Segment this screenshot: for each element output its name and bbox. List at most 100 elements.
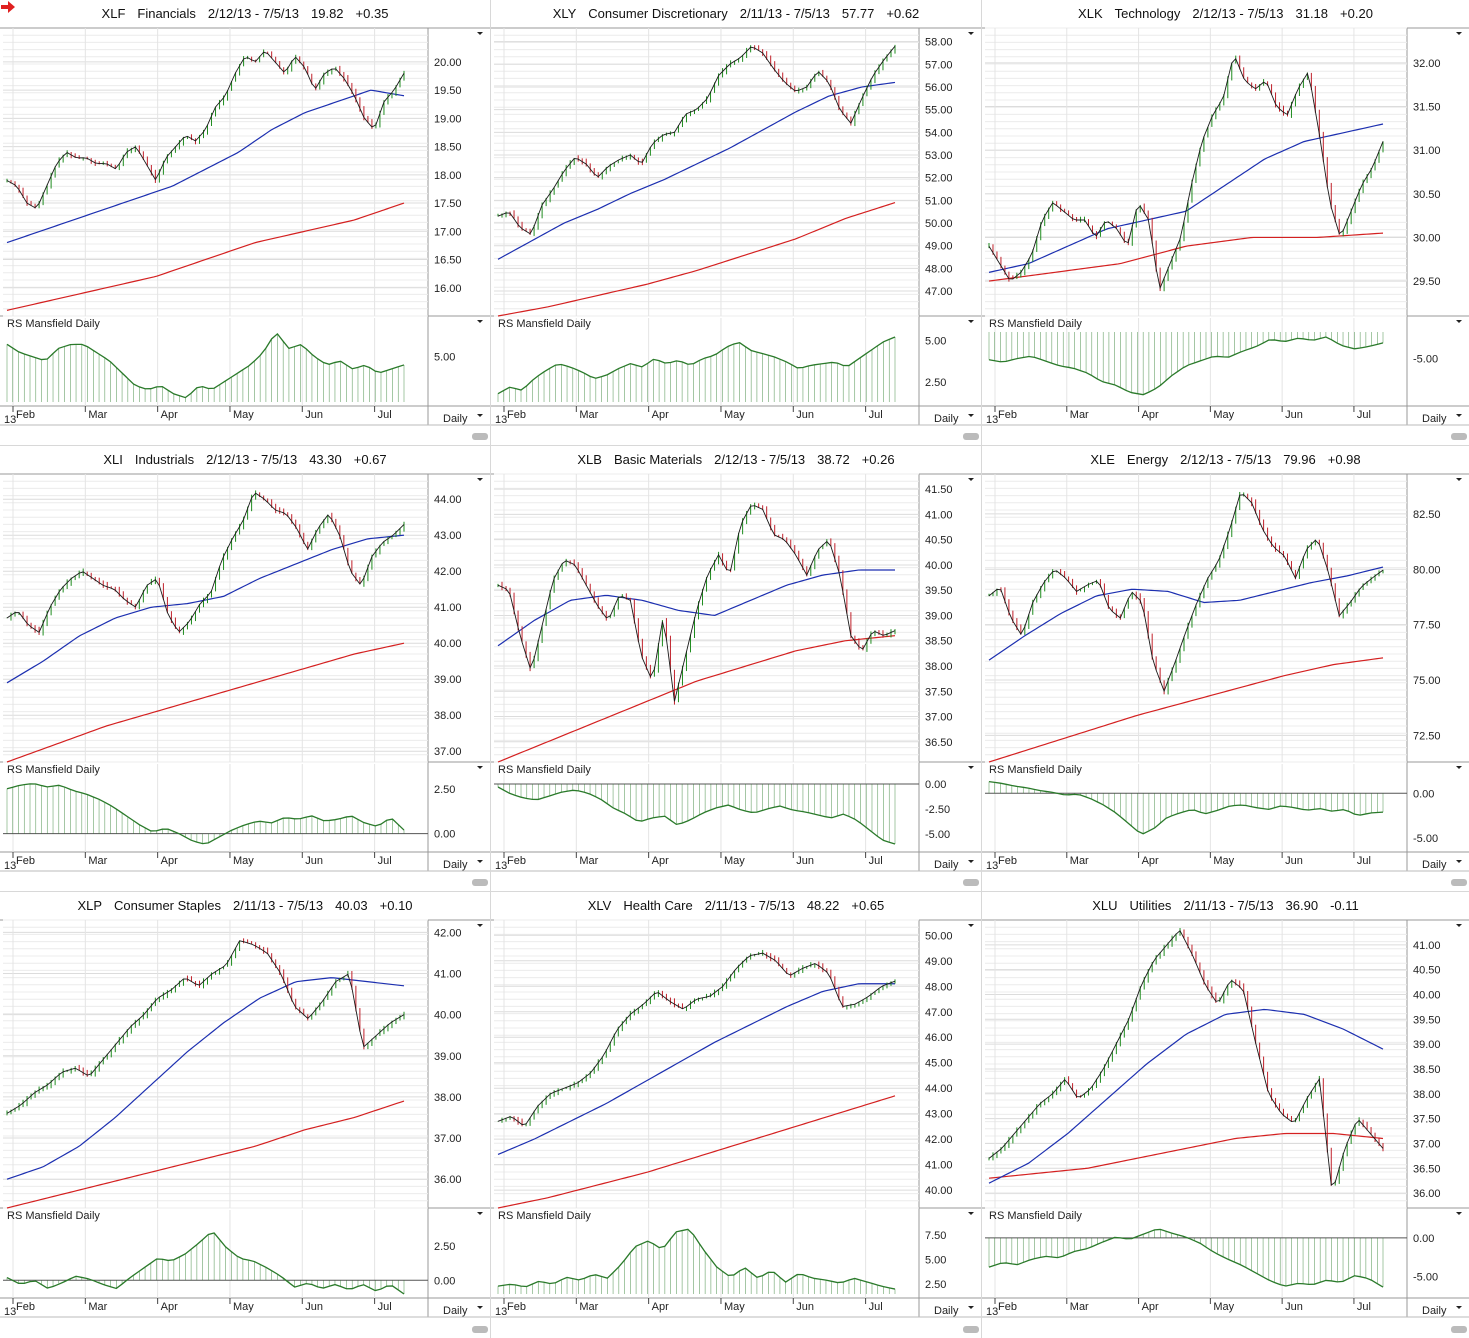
dropdown-arrow-icon[interactable] (477, 478, 483, 481)
scroll-handle[interactable] (1451, 879, 1467, 886)
scroll-handle[interactable] (1451, 433, 1467, 440)
chart-panel-xly[interactable]: XLY Consumer Discretionary 2/11/13 - 7/5/1… (491, 0, 981, 445)
dropdown-arrow-icon[interactable] (968, 766, 974, 769)
dropdown-arrow-icon[interactable] (1456, 766, 1462, 769)
ticker-symbol: XLE (1090, 452, 1115, 467)
price-tick-label: 40.00 (925, 560, 953, 572)
dropdown-arrow-icon[interactable] (968, 32, 974, 35)
dropdown-arrow-icon[interactable] (1456, 860, 1462, 863)
price-tick-label: 31.50 (1413, 102, 1441, 114)
rs-tick-label: 0.00 (1413, 788, 1434, 800)
month-tick-label: May (724, 409, 745, 421)
chart-panel-xlb[interactable]: XLB Basic Materials 2/12/13 - 7/5/13 38.72 +… (491, 446, 981, 891)
dropdown-arrow-icon[interactable] (477, 860, 483, 863)
price-tick-label: 37.00 (434, 1133, 462, 1145)
dropdown-arrow-icon[interactable] (477, 1212, 483, 1215)
chart-canvas: 58.00 57.00 56.00 55.00 54.00 53.00 52.00 51.00… (491, 27, 981, 440)
price-tick-label: 17.50 (434, 198, 462, 210)
month-tick-label: Jul (1357, 409, 1371, 421)
dropdown-arrow-icon[interactable] (1456, 478, 1462, 481)
chart-panel-xle[interactable]: XLE Energy 2/12/13 - 7/5/13 79.96 +0.98 82.50… (982, 446, 1469, 891)
price-tick-label: 41.00 (925, 509, 953, 521)
slow-moving-average-line (6, 1100, 405, 1209)
last-price: 43.30 (309, 452, 342, 467)
scroll-handle[interactable] (963, 433, 979, 440)
month-tick-label: Jul (869, 855, 883, 867)
price-tick-label: 37.50 (925, 686, 953, 698)
dropdown-arrow-icon[interactable] (968, 320, 974, 323)
dropdown-arrow-icon[interactable] (1456, 320, 1462, 323)
dropdown-arrow-icon[interactable] (1456, 1306, 1462, 1309)
chart-panel-xlu[interactable]: XLU Utilities 2/11/13 - 7/5/13 36.90 -0.11 41… (982, 892, 1469, 1338)
last-price: 40.03 (335, 898, 368, 913)
price-tick-label: 44.00 (925, 1083, 953, 1095)
period-label: Daily (934, 413, 959, 425)
year-label: 13 (4, 1306, 16, 1318)
price-line (497, 505, 896, 702)
dropdown-arrow-icon[interactable] (477, 414, 483, 417)
price-tick-label: 39.50 (1413, 1014, 1441, 1026)
rs-tick-label: 0.00 (925, 779, 946, 791)
dropdown-arrow-icon[interactable] (968, 924, 974, 927)
red-arrow-icon[interactable] (0, 0, 16, 14)
scroll-handle[interactable] (472, 433, 488, 440)
month-tick-label: Jun (796, 1301, 814, 1313)
month-tick-label: Jun (796, 409, 814, 421)
dropdown-arrow-icon[interactable] (1456, 414, 1462, 417)
dropdown-arrow-icon[interactable] (968, 414, 974, 417)
fast-moving-average-line (497, 81, 896, 260)
month-tick-label: Feb (507, 409, 526, 421)
ticker-symbol: XLY (552, 6, 577, 21)
date-range: 2/11/13 - 7/5/13 (739, 6, 830, 21)
chart-panel-xlv[interactable]: XLV Health Care 2/11/13 - 7/5/13 48.22 +0.65… (491, 892, 981, 1338)
dropdown-arrow-icon[interactable] (477, 320, 483, 323)
price-tick-label: 77.50 (1413, 620, 1441, 632)
scroll-handle[interactable] (963, 879, 979, 886)
chart-header: XLB Basic Materials 2/12/13 - 7/5/13 38.72 +… (491, 446, 981, 474)
rs-line (6, 783, 405, 845)
chart-panel-xli[interactable]: XLI Industrials 2/12/13 - 7/5/13 43.30 +0.67… (0, 446, 490, 891)
dropdown-arrow-icon[interactable] (477, 32, 483, 35)
chart-panel-xlk[interactable]: XLK Technology 2/12/13 - 7/5/13 31.18 +0.20 3… (982, 0, 1469, 445)
price-tick-label: 40.00 (434, 1010, 462, 1022)
scroll-handle[interactable] (963, 1326, 979, 1333)
price-tick-label: 50.00 (925, 930, 953, 942)
scroll-handle[interactable] (472, 879, 488, 886)
scroll-handle[interactable] (472, 1326, 488, 1333)
dropdown-arrow-icon[interactable] (477, 1306, 483, 1309)
month-tick-label: Mar (88, 855, 107, 867)
month-tick-label: Feb (998, 1301, 1017, 1313)
period-label: Daily (1422, 1305, 1447, 1317)
dropdown-arrow-icon[interactable] (1456, 32, 1462, 35)
rs-tick-label: 2.50 (925, 1279, 946, 1291)
rs-histogram (988, 332, 1384, 395)
chart-panel-xlf[interactable]: XLF Financials 2/12/13 - 7/5/13 19.82 +0.35 2… (0, 0, 490, 445)
dropdown-arrow-icon[interactable] (968, 860, 974, 863)
price-tick-label: 17.00 (434, 226, 462, 238)
month-tick-label: Jun (1285, 1301, 1303, 1313)
month-tick-label: Jul (1357, 1301, 1371, 1313)
dropdown-arrow-icon[interactable] (968, 1306, 974, 1309)
month-tick-label: May (233, 409, 254, 421)
rs-histogram (6, 783, 405, 844)
dropdown-arrow-icon[interactable] (1456, 924, 1462, 927)
dropdown-arrow-icon[interactable] (477, 924, 483, 927)
dropdown-arrow-icon[interactable] (968, 1212, 974, 1215)
price-tick-label: 39.00 (434, 674, 462, 686)
dropdown-arrow-icon[interactable] (1456, 1212, 1462, 1215)
rs-tick-label: 0.00 (1413, 1233, 1434, 1245)
year-label: 13 (495, 860, 507, 872)
ticker-symbol: XLP (77, 898, 103, 913)
dropdown-arrow-icon[interactable] (477, 766, 483, 769)
rs-panel-title: RS Mansfield Daily (498, 1210, 591, 1222)
month-tick-label: Apr (161, 855, 178, 867)
scroll-handle[interactable] (1451, 1326, 1467, 1333)
price-tick-label: 39.00 (1413, 1039, 1441, 1051)
slow-moving-average-line (6, 642, 405, 763)
month-tick-label: Jun (1285, 409, 1303, 421)
rs-panel-title: RS Mansfield Daily (7, 318, 100, 330)
rs-histogram (497, 784, 896, 844)
chart-header: XLF Financials 2/12/13 - 7/5/13 19.82 +0.35 (0, 0, 490, 28)
dropdown-arrow-icon[interactable] (968, 478, 974, 481)
chart-panel-xlp[interactable]: XLP Consumer Staples 2/11/13 - 7/5/13 40.03… (0, 892, 490, 1338)
